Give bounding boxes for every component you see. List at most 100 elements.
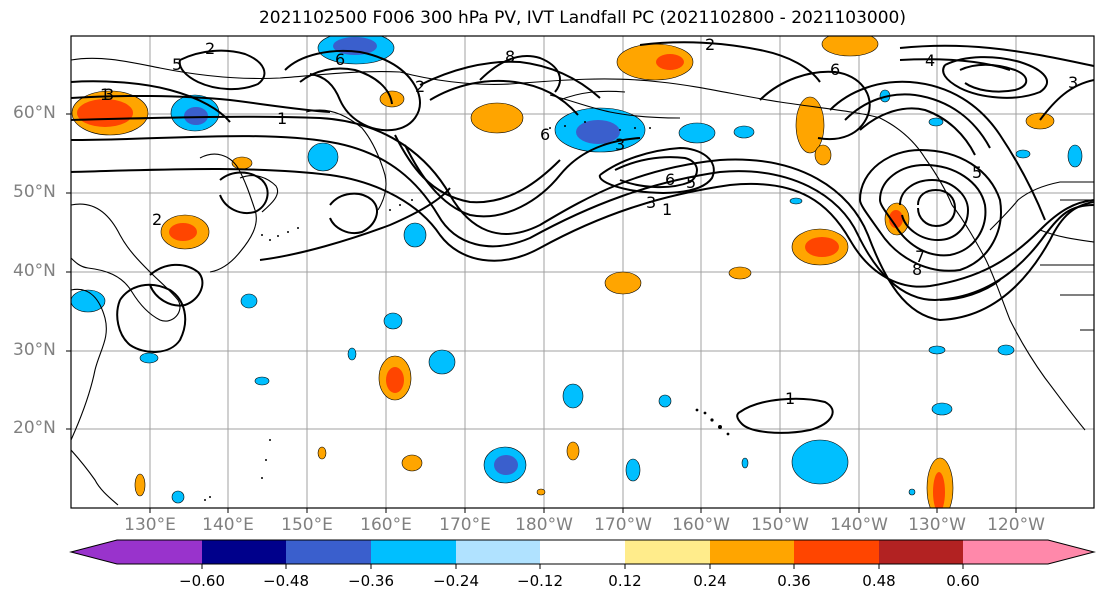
contour-label: 6	[665, 170, 675, 189]
lon-label: 150°W	[751, 515, 809, 535]
contour-label: 8	[912, 260, 922, 279]
contour-label: 2	[205, 39, 215, 58]
lat-label: 50°N	[13, 182, 56, 202]
contour-label: 3	[615, 135, 625, 154]
positive-anomaly	[536, 488, 546, 496]
contour-label: 1	[662, 200, 672, 219]
island-chains	[204, 121, 730, 501]
colorbar-bin	[963, 540, 1048, 564]
positive-anomaly	[889, 210, 903, 228]
lon-label: 140°W	[830, 515, 888, 535]
lon-label: 140°E	[202, 515, 254, 535]
negative-anomaly	[403, 222, 427, 248]
lon-label: 160°E	[360, 515, 412, 535]
contour-label: 6	[540, 125, 550, 144]
negative-anomaly	[791, 439, 849, 485]
positive-anomaly	[470, 102, 524, 134]
lon-label: 120°W	[987, 515, 1045, 535]
negative-anomaly	[997, 344, 1015, 356]
contour-labels: 1 2 3 5 6 8 6 3 1 5 1 2 3 4 3 6 5 1 2 6 …	[100, 35, 1078, 408]
negative-anomaly	[789, 197, 803, 205]
negative-anomaly	[928, 345, 946, 355]
positive-anomaly	[795, 96, 825, 154]
positive-anomaly	[401, 454, 423, 472]
contour-label: 2	[415, 77, 425, 96]
map-title: 2021102500 F006 300 hPa PV, IVT Landfall…	[258, 8, 906, 28]
negative-anomaly	[139, 352, 159, 364]
contour-label: 4	[925, 51, 935, 70]
contour-label: 2	[705, 35, 715, 54]
lon-label: 170°W	[594, 515, 652, 535]
positive-anomaly	[134, 473, 146, 497]
negative-anomaly	[576, 120, 620, 144]
lat-label: 60°N	[13, 103, 56, 123]
negative-anomaly	[307, 142, 339, 172]
negative-anomaly	[562, 383, 584, 409]
negative-anomaly	[908, 488, 916, 496]
positive-anomaly	[728, 266, 752, 280]
positive-anomaly	[821, 36, 879, 57]
pc-shading	[71, 36, 1083, 508]
contour-label: 3	[1068, 73, 1078, 92]
positive-anomaly	[566, 441, 580, 461]
colorbar-tick-label: −0.12	[517, 572, 563, 590]
negative-anomaly	[678, 122, 716, 144]
negative-anomaly	[240, 293, 258, 309]
contour-label: 6	[830, 60, 840, 79]
contour-label: 5	[686, 173, 696, 192]
negative-anomaly	[184, 107, 208, 125]
negative-anomaly	[1015, 149, 1031, 159]
colorbar-extend-max	[1048, 540, 1094, 564]
contour-label: 6	[335, 50, 345, 69]
colorbar-tick-label: −0.48	[263, 572, 309, 590]
negative-anomaly	[347, 347, 357, 361]
coastlines	[71, 57, 1094, 506]
colorbar-bin	[879, 540, 963, 564]
lon-label: 130°W	[908, 515, 966, 535]
colorbar-tick-label: 0.36	[777, 572, 811, 590]
positive-anomaly	[814, 144, 832, 166]
lon-label: 170°E	[439, 515, 491, 535]
contour-label: 1	[785, 389, 795, 408]
positive-anomaly	[379, 90, 405, 108]
lat-label: 40°N	[13, 261, 56, 281]
colorbar-bin	[286, 540, 371, 564]
negative-anomaly	[171, 490, 185, 504]
negative-anomaly	[494, 455, 518, 475]
negative-anomaly	[428, 349, 456, 375]
colorbar-outline	[69, 539, 1096, 565]
negative-anomaly	[625, 458, 641, 482]
negative-anomaly	[383, 312, 403, 330]
negative-anomaly	[254, 376, 270, 386]
contour-label: 1	[100, 85, 110, 104]
colorbar-tick-label: −0.24	[433, 572, 479, 590]
colorbar-bin	[710, 540, 794, 564]
pv-contours	[71, 41, 1094, 434]
colorbar-extend-min	[71, 540, 117, 564]
colorbar-bin	[794, 540, 879, 564]
negative-anomaly	[658, 394, 672, 408]
negative-anomaly	[733, 125, 755, 139]
negative-anomaly	[1067, 144, 1083, 168]
colorbar-tick-label: −0.36	[348, 572, 394, 590]
lat-label: 20°N	[13, 418, 56, 438]
colorbar-bin	[117, 540, 202, 564]
positive-anomaly	[386, 367, 404, 393]
lon-label: 130°E	[124, 515, 176, 535]
positive-anomaly	[169, 223, 197, 241]
colorbar-tick-label: 0.12	[608, 572, 642, 590]
contour-label: 5	[972, 163, 982, 182]
positive-anomaly	[317, 446, 327, 460]
colorbar	[69, 539, 1096, 569]
contour-label: 7	[915, 247, 925, 266]
negative-anomaly	[928, 117, 944, 127]
positive-anomaly	[1025, 112, 1055, 130]
contour-label: 3	[646, 193, 656, 212]
contour-label: 8	[505, 47, 515, 66]
negative-anomaly	[931, 402, 953, 416]
lon-label: 160°W	[672, 515, 730, 535]
contour-label: 1	[277, 109, 287, 128]
lon-label: 180°W	[515, 515, 573, 535]
colorbar-tick-label: −0.60	[179, 572, 225, 590]
